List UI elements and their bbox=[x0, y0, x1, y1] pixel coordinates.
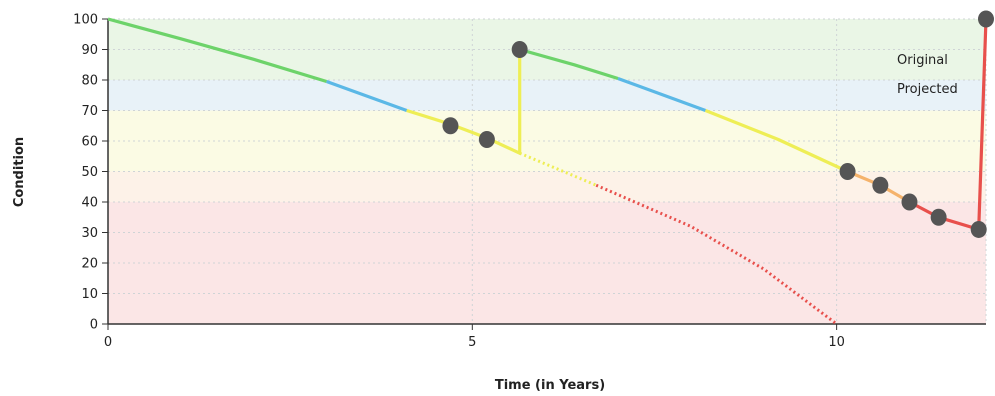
event-marker-6 bbox=[930, 208, 947, 226]
y-axis-title: Condition bbox=[12, 137, 27, 207]
x-axis-title: Time (in Years) bbox=[495, 378, 605, 393]
legend-entry-original: Original bbox=[897, 53, 948, 68]
event-marker-8 bbox=[978, 10, 994, 28]
event-markers bbox=[442, 10, 994, 238]
y-tick-label-80: 80 bbox=[81, 74, 98, 89]
series-projected-segment-0 bbox=[519, 151, 597, 187]
x-axis-ticks: 0 5 10 bbox=[104, 324, 845, 350]
y-tick-label-20: 20 bbox=[81, 257, 98, 272]
event-marker-1 bbox=[478, 130, 495, 148]
series-original-segment-0 bbox=[107, 17, 328, 84]
y-tick-label-50: 50 bbox=[81, 165, 98, 180]
y-tick-label-10: 10 bbox=[81, 287, 98, 302]
event-marker-3 bbox=[839, 163, 856, 180]
condition-band-1 bbox=[108, 80, 986, 111]
y-tick-label-100: 100 bbox=[73, 13, 98, 28]
series-original-segment-3 bbox=[519, 47, 619, 81]
event-marker-4 bbox=[872, 176, 889, 194]
y-tick-label-90: 90 bbox=[81, 43, 98, 58]
series-original-segment-7 bbox=[908, 18, 988, 231]
x-tick-label-10: 10 bbox=[828, 335, 845, 350]
y-axis-ticks: 0 10 20 30 40 50 60 70 80 90 100 bbox=[73, 13, 108, 333]
condition-band-3 bbox=[108, 171, 986, 202]
event-marker-2 bbox=[511, 41, 528, 58]
series-original-segment-4 bbox=[617, 76, 707, 113]
event-marker-5 bbox=[901, 193, 918, 211]
y-tick-label-70: 70 bbox=[81, 104, 98, 119]
x-tick-label-5: 5 bbox=[468, 335, 476, 350]
legend: Original Projected bbox=[897, 53, 958, 97]
x-tick-label-0: 0 bbox=[104, 335, 112, 350]
y-tick-label-40: 40 bbox=[81, 196, 98, 211]
y-tick-label-0: 0 bbox=[90, 318, 98, 333]
series-original-segment-1 bbox=[326, 79, 408, 113]
series-projected-segment-1 bbox=[595, 183, 838, 326]
y-tick-label-30: 30 bbox=[81, 226, 98, 241]
event-marker-7 bbox=[970, 220, 987, 238]
series-projected bbox=[519, 151, 838, 326]
series-original-segment-5 bbox=[704, 109, 849, 173]
y-tick-label-60: 60 bbox=[81, 135, 98, 150]
legend-entry-projected: Projected bbox=[897, 82, 958, 97]
event-marker-0 bbox=[442, 117, 459, 135]
